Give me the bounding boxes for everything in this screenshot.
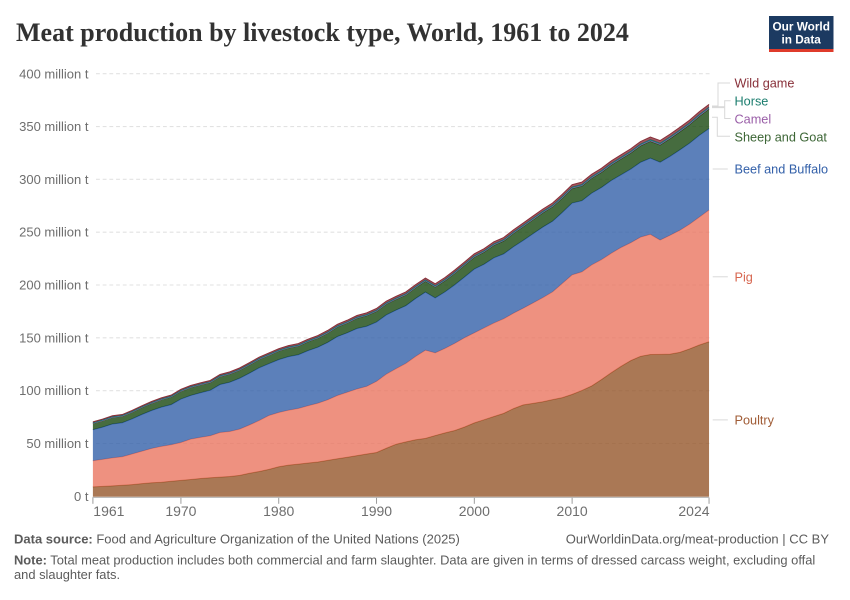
svg-text:1980: 1980 <box>263 503 294 519</box>
svg-text:Pig: Pig <box>735 271 753 285</box>
svg-text:in Data: in Data <box>782 33 822 47</box>
svg-text:Wild game: Wild game <box>735 77 795 91</box>
svg-text:Horse: Horse <box>735 95 769 109</box>
svg-text:400 million t: 400 million t <box>19 66 89 81</box>
svg-text:100 million t: 100 million t <box>19 383 89 398</box>
svg-text:Beef and Buffalo: Beef and Buffalo <box>735 163 829 177</box>
svg-text:2010: 2010 <box>557 503 588 519</box>
svg-text:150 million t: 150 million t <box>19 330 89 345</box>
svg-text:2024: 2024 <box>678 503 709 519</box>
svg-text:Data source: Food and Agricult: Data source: Food and Agriculture Organi… <box>14 532 460 547</box>
svg-text:Poultry: Poultry <box>735 414 775 428</box>
svg-text:2000: 2000 <box>459 503 490 519</box>
svg-text:Camel: Camel <box>735 113 772 127</box>
svg-text:and slaughter fats.: and slaughter fats. <box>14 567 120 582</box>
svg-text:250 million t: 250 million t <box>19 225 89 240</box>
svg-text:OurWorldinData.org/meat-produc: OurWorldinData.org/meat-production | CC … <box>566 532 830 547</box>
svg-text:300 million t: 300 million t <box>19 172 89 187</box>
svg-text:1961: 1961 <box>93 503 124 519</box>
svg-text:1990: 1990 <box>361 503 392 519</box>
svg-text:Note: Total meat production in: Note: Total meat production includes bot… <box>14 553 815 568</box>
svg-text:1970: 1970 <box>165 503 196 519</box>
svg-text:350 million t: 350 million t <box>19 119 89 134</box>
svg-text:Our World: Our World <box>772 19 829 33</box>
svg-text:Meat production by livestock t: Meat production by livestock type, World… <box>16 18 629 47</box>
svg-text:200 million t: 200 million t <box>19 278 89 293</box>
svg-text:Sheep and Goat: Sheep and Goat <box>735 131 828 145</box>
svg-text:0 t: 0 t <box>74 489 89 504</box>
svg-text:50 million t: 50 million t <box>26 436 89 451</box>
